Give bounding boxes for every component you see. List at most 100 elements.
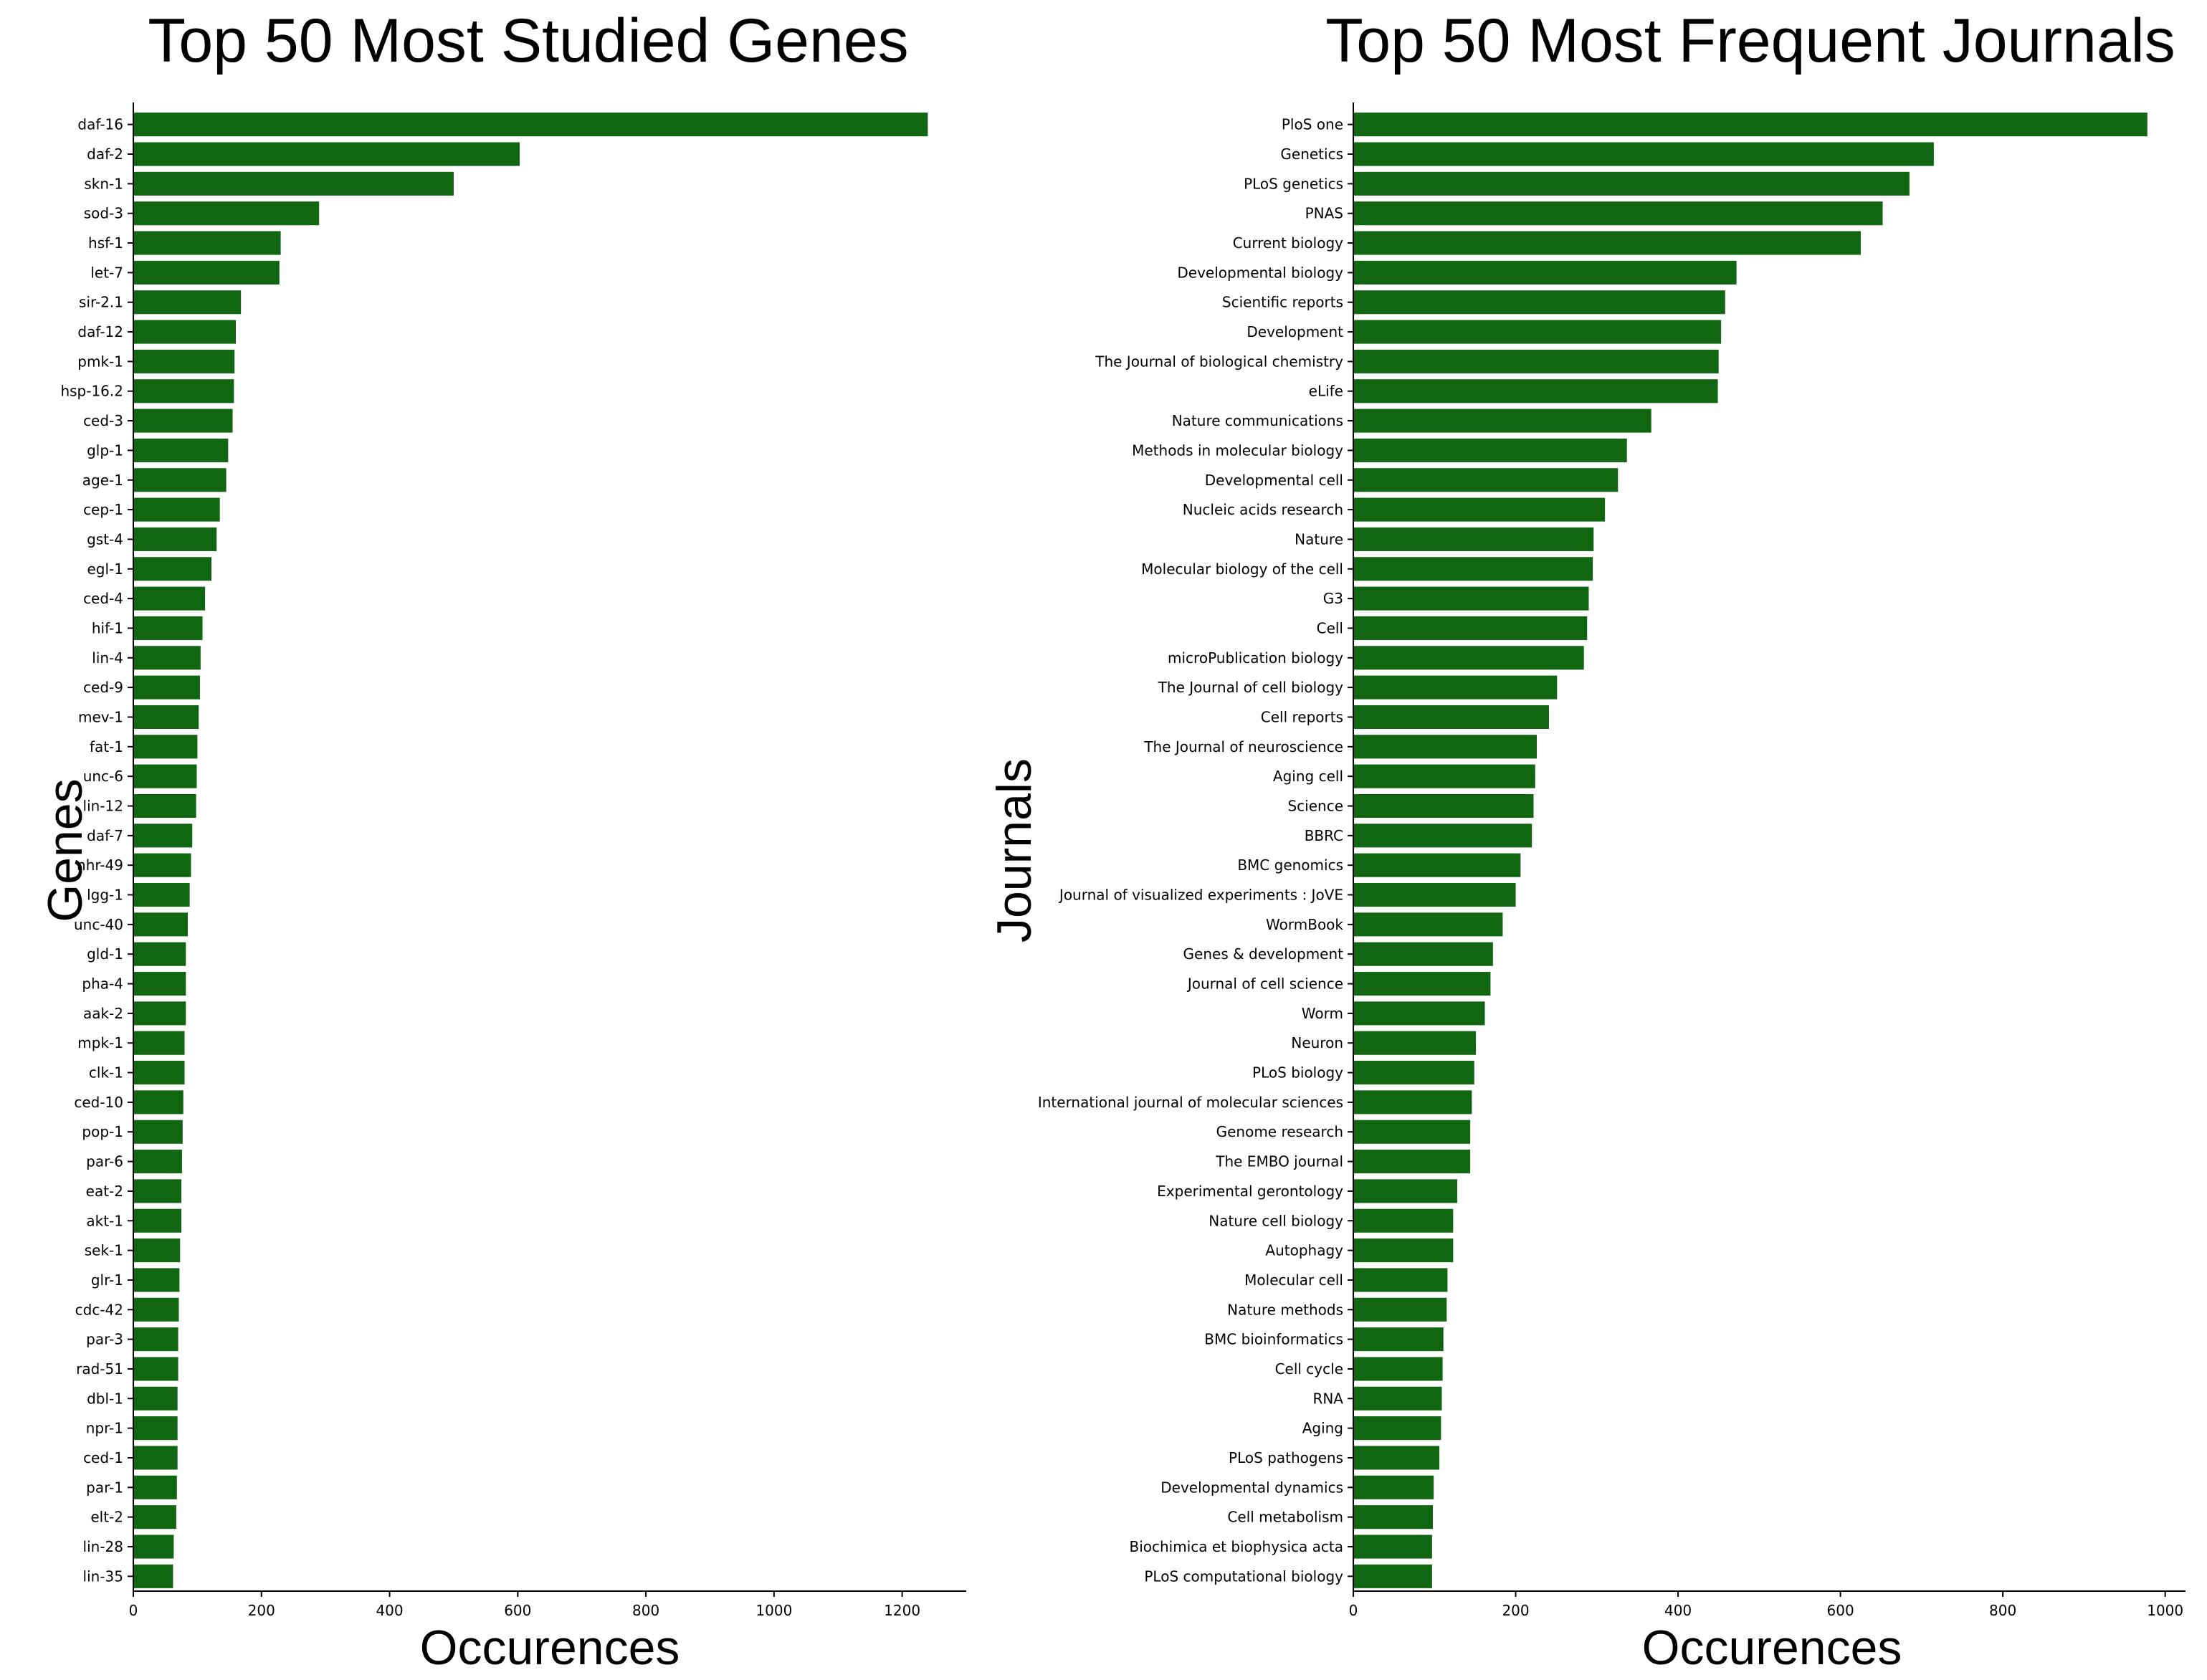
journal-bar <box>1353 1564 1432 1588</box>
gene-label: unc-40 <box>74 916 123 933</box>
gene-label: ced-10 <box>74 1094 123 1111</box>
gene-bar <box>133 527 217 551</box>
gene-bar <box>133 1327 178 1352</box>
journal-bar <box>1353 1357 1443 1381</box>
gene-label: lgg-1 <box>87 887 123 904</box>
gene-label: npr-1 <box>86 1420 123 1437</box>
gene-label: cep-1 <box>83 501 123 518</box>
gene-label: daf-2 <box>87 145 123 163</box>
gene-label: ced-9 <box>83 679 123 696</box>
journal-bar <box>1353 260 1737 285</box>
journal-bar <box>1353 1150 1471 1174</box>
gene-bar <box>133 1208 182 1233</box>
gene-bar <box>133 468 227 492</box>
gene-bar <box>133 675 200 700</box>
journal-label: Current biology <box>1233 234 1343 252</box>
x-tick-label: 800 <box>632 1602 659 1619</box>
journal-label: Nature methods <box>1227 1301 1343 1318</box>
journal-bar <box>1353 1535 1432 1559</box>
journal-bar <box>1353 1327 1444 1352</box>
gene-label: dbl-1 <box>87 1390 123 1407</box>
journal-bar <box>1353 646 1584 670</box>
journal-label: Molecular biology of the cell <box>1141 560 1343 578</box>
gene-bar <box>133 320 237 344</box>
journal-bar <box>1353 409 1651 433</box>
journal-bar <box>1353 1179 1457 1203</box>
journal-bar <box>1353 438 1627 462</box>
journal-label: Nature communications <box>1172 412 1343 429</box>
journal-bar <box>1353 853 1521 877</box>
gene-label: gld-1 <box>87 945 123 963</box>
gene-label: lin-35 <box>83 1567 123 1585</box>
journal-bar <box>1353 1386 1442 1411</box>
gene-label: fat-1 <box>90 738 123 755</box>
gene-label: skn-1 <box>84 175 123 192</box>
gene-label: daf-7 <box>87 827 123 844</box>
genes-bar-chart: Top 50 Most Studied Genes daf-16 daf-2 skn-… <box>38 6 966 1675</box>
journal-label: Developmental biology <box>1177 264 1343 281</box>
gene-label: lin-4 <box>92 649 123 667</box>
x-tick-label: 600 <box>1827 1602 1854 1619</box>
gene-bar <box>133 1446 178 1470</box>
gene-label: lin-28 <box>83 1538 123 1555</box>
x-tick-label: 200 <box>248 1602 275 1619</box>
journal-bar <box>1353 1208 1454 1233</box>
journal-label: Genetics <box>1280 145 1343 163</box>
journal-label: BMC bioinformatics <box>1204 1331 1343 1348</box>
gene-label: lin-12 <box>83 797 123 814</box>
journal-label: Nucleic acids research <box>1183 501 1343 518</box>
journal-label: Developmental cell <box>1205 472 1343 489</box>
journal-label: Molecular cell <box>1244 1271 1343 1289</box>
journal-label: PLoS computational biology <box>1144 1567 1343 1585</box>
gene-bar <box>133 764 197 788</box>
journal-bar <box>1353 171 1910 196</box>
x-tick-label: 600 <box>504 1602 531 1619</box>
gene-label: pmk-1 <box>77 353 123 370</box>
journal-label: Nature <box>1295 530 1343 548</box>
journal-label: Developmental dynamics <box>1160 1479 1343 1496</box>
gene-label: aak-2 <box>83 1005 123 1022</box>
journal-bar <box>1353 764 1535 788</box>
gene-bar <box>133 616 203 640</box>
gene-bar <box>133 557 212 581</box>
gene-label: eat-2 <box>86 1183 123 1200</box>
gene-label: age-1 <box>82 472 123 489</box>
gene-label: glr-1 <box>91 1271 123 1289</box>
gene-bar <box>133 260 280 285</box>
journal-label: Cell reports <box>1261 708 1343 725</box>
gene-bar <box>133 1416 178 1441</box>
journal-label: PNAS <box>1305 205 1343 222</box>
gene-bar <box>133 409 233 433</box>
x-tick-label: 1200 <box>884 1602 920 1619</box>
journal-label: The Journal of biological chemistry <box>1095 353 1343 370</box>
journal-bar <box>1353 675 1558 700</box>
journal-bar <box>1353 349 1719 373</box>
gene-bar <box>133 1297 179 1322</box>
journal-bar <box>1353 1416 1441 1441</box>
gene-bar <box>133 1386 178 1411</box>
gene-bar <box>133 1031 185 1055</box>
journals-bar-chart: Top 50 Most Frequent Journals PloS one Gen… <box>987 6 2185 1675</box>
journal-bar <box>1353 882 1516 907</box>
journal-label: Journal of visualized experiments : JoVE <box>1058 887 1343 904</box>
journal-label: PLoS pathogens <box>1229 1449 1343 1466</box>
gene-bar <box>133 1061 185 1085</box>
journal-label: Development <box>1246 323 1343 340</box>
gene-bar <box>133 912 188 937</box>
journal-bar <box>1353 113 2148 137</box>
journal-bar <box>1353 1001 1485 1026</box>
gene-bar <box>133 705 199 730</box>
gene-bar <box>133 290 242 315</box>
journal-label: Autophagy <box>1265 1242 1343 1259</box>
journal-label: Methods in molecular biology <box>1132 442 1343 459</box>
journal-bar <box>1353 1090 1472 1115</box>
journal-label: Cell cycle <box>1275 1360 1343 1378</box>
x-axis-label: Occurences <box>420 1621 680 1675</box>
gene-bar <box>133 942 186 966</box>
journal-bar <box>1353 586 1589 611</box>
gene-label: cdc-42 <box>75 1301 123 1318</box>
gene-label: ced-1 <box>83 1449 123 1466</box>
gene-label: par-6 <box>86 1153 123 1170</box>
journal-bar <box>1353 735 1537 759</box>
journal-label: PLoS biology <box>1252 1064 1343 1082</box>
